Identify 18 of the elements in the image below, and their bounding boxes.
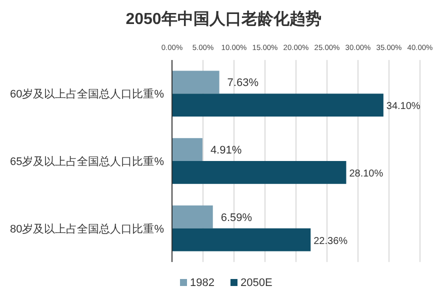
bar [172,94,384,117]
data-label: 34.10% [386,101,420,112]
data-label: 6.59% [220,212,252,224]
legend-label: 1982 [190,277,214,289]
data-label: 7.63% [227,77,259,90]
data-label: 4.91% [210,144,242,157]
data-label: 22.36% [314,236,348,247]
y-tick-label: 80岁及以上占全国总人口比重% [10,222,164,236]
bar [172,138,202,161]
y-tick-label: 65岁及以上占全国总人口比重% [10,155,164,168]
y-tick-label: 60岁及以上占全国总人口比重% [10,88,164,101]
chart-title: 2050年中国人口老龄化趋势 [126,10,322,28]
bar [172,205,213,228]
bar [172,161,346,184]
legend-label: 2050E [240,277,272,289]
bar [172,70,220,94]
bar [172,228,311,252]
data-label: 28.10% [349,168,384,180]
